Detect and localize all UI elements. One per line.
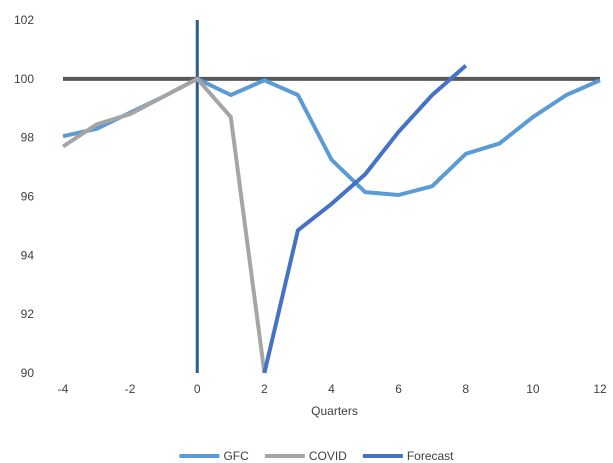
legend-label-gfc: GFC <box>223 449 249 463</box>
x-tick-label: -4 <box>58 382 69 396</box>
x-axis-title: Quarters <box>311 404 358 418</box>
x-tick-label: 2 <box>261 382 268 396</box>
y-tick-label: 96 <box>21 190 35 204</box>
y-tick-label: 98 <box>21 131 35 145</box>
reference-lines <box>63 20 600 373</box>
x-tick-label: 12 <box>593 382 607 396</box>
y-tick-label: 94 <box>21 248 35 262</box>
series-line-forecast <box>262 64 468 374</box>
y-axis-ticks: 90 92 94 96 98 100 102 <box>14 13 34 380</box>
x-tick-label: 6 <box>395 382 402 396</box>
x-tick-label: 8 <box>462 382 469 396</box>
x-axis-ticks: -4 -2 0 2 4 6 8 10 12 <box>58 382 607 396</box>
legend: GFC COVID Forecast <box>179 449 454 463</box>
y-tick-label: 92 <box>21 307 35 321</box>
legend-label-covid: COVID <box>309 449 347 463</box>
legend-label-forecast: Forecast <box>407 449 454 463</box>
x-tick-label: 4 <box>328 382 335 396</box>
y-tick-label: 102 <box>14 13 34 27</box>
series-line-gfc <box>62 76 601 197</box>
data-series <box>61 64 601 374</box>
y-tick-label: 90 <box>21 366 35 380</box>
x-tick-label: -2 <box>125 382 136 396</box>
x-tick-label: 10 <box>526 382 540 396</box>
series-line-covid <box>61 76 267 374</box>
x-tick-label: 0 <box>194 382 201 396</box>
y-tick-label: 100 <box>14 72 34 86</box>
